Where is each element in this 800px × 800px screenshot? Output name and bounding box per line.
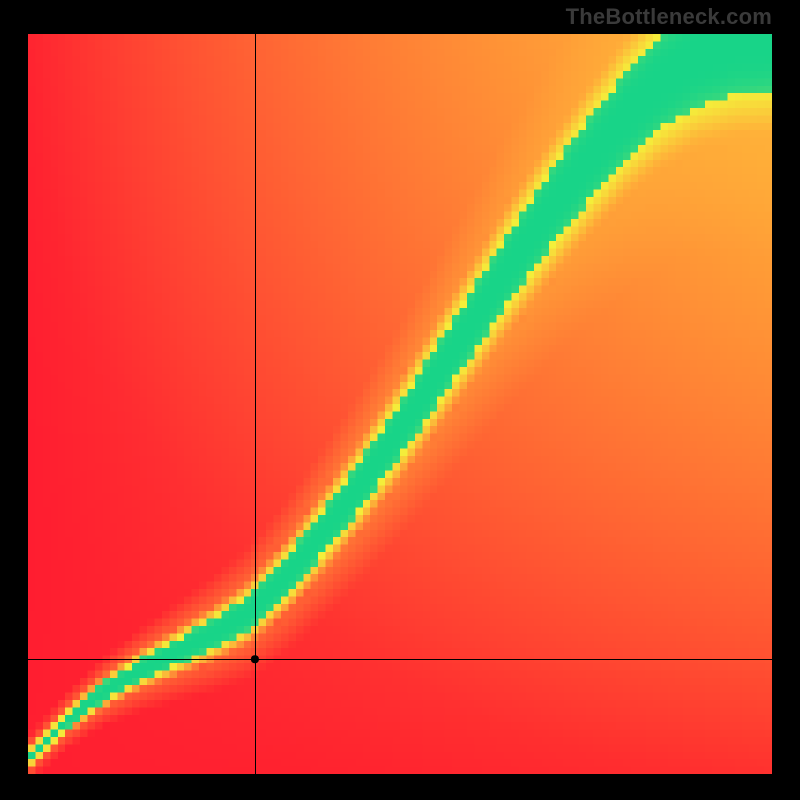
chart-outer: TheBottleneck.com [0,0,800,800]
crosshair-overlay [28,34,772,774]
plot-frame [28,34,772,774]
attribution-label: TheBottleneck.com [566,4,772,30]
